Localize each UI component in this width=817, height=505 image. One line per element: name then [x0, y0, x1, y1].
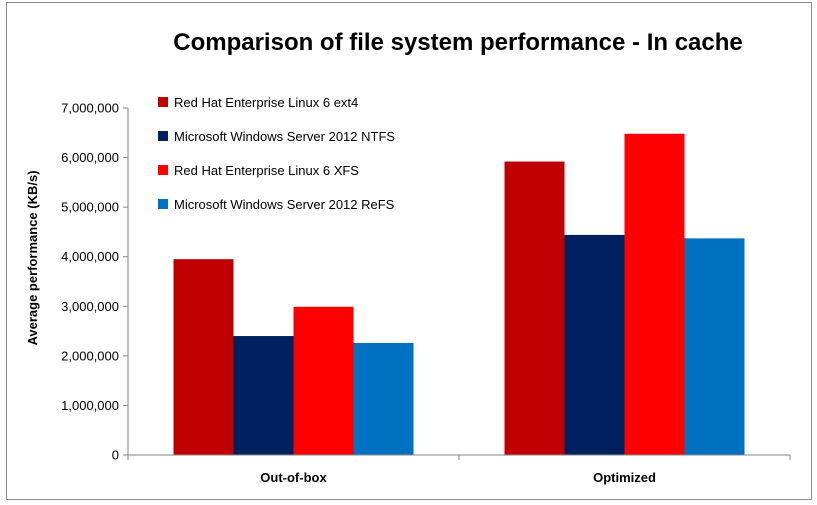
y-tick-label: 5,000,000: [61, 200, 119, 215]
y-tick-label: 4,000,000: [61, 249, 119, 264]
y-tick-label: 0: [112, 448, 119, 463]
chart-title: Comparison of file system performance - …: [173, 29, 743, 56]
bar: [684, 238, 745, 455]
bar: [564, 234, 625, 455]
legend-entry: Red Hat Enterprise Linux 6 ext4: [174, 95, 358, 110]
legend-entry: Microsoft Windows Server 2012 NTFS: [174, 129, 395, 144]
y-tick-label: 3,000,000: [61, 299, 119, 314]
y-axis-label: Average performance (KB/s): [25, 170, 40, 345]
legend-swatch: [158, 131, 168, 141]
bar: [293, 306, 354, 455]
bar: [233, 336, 294, 455]
bar: [624, 133, 685, 455]
legend-entry: Microsoft Windows Server 2012 ReFS: [174, 197, 395, 212]
y-tick-label: 2,000,000: [61, 348, 119, 363]
x-category-label: Optimized: [593, 470, 656, 485]
legend-swatch: [158, 97, 168, 107]
bar: [353, 342, 414, 455]
legend-swatch: [158, 165, 168, 175]
x-category-label: Out-of-box: [260, 470, 327, 485]
bar: [504, 161, 565, 455]
bar: [173, 259, 234, 455]
legend-entry: Red Hat Enterprise Linux 6 XFS: [174, 163, 359, 178]
y-tick-label: 6,000,000: [61, 150, 119, 165]
legend-swatch: [158, 199, 168, 209]
y-tick-label: 7,000,000: [61, 101, 119, 116]
y-tick-label: 1,000,000: [61, 398, 119, 413]
